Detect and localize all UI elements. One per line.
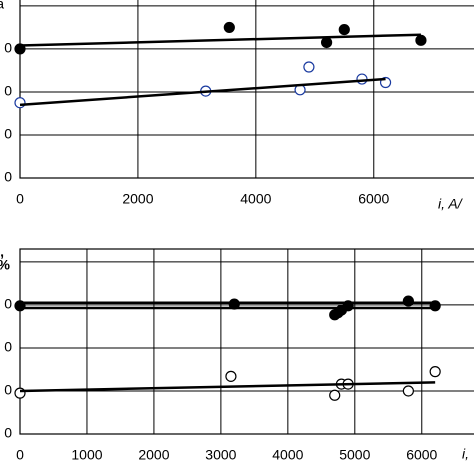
y-tick-label: 0 [4, 126, 12, 142]
x-axis-label: i, A/ [438, 196, 464, 212]
x-tick-label: 3000 [205, 447, 236, 463]
data-point [223, 21, 235, 34]
trend-line [19, 77, 386, 107]
data-point [14, 387, 26, 399]
y-tick-label: 0 [4, 382, 12, 398]
y-axis-label: a [0, 0, 4, 12]
y-tick-label: 0 [4, 83, 12, 99]
x-tick-label: 6000 [358, 191, 389, 207]
x-tick-label: 0 [16, 447, 24, 463]
trend-line [19, 33, 421, 47]
data-point [329, 389, 341, 401]
y-tick-label: 0 [4, 339, 12, 355]
y-tick-label: 0 [4, 296, 12, 312]
data-point [356, 73, 368, 85]
x-tick-label: 6000 [406, 447, 437, 463]
y-tick-label: 0 [4, 40, 12, 56]
y-tick-label: 0 [4, 425, 12, 441]
y-tick-label: 0 [4, 169, 12, 185]
x-tick-label: 4000 [240, 191, 271, 207]
data-point [225, 370, 237, 382]
data-point [303, 61, 315, 73]
data-point [338, 23, 350, 36]
x-tick-label: 4000 [272, 447, 303, 463]
data-point [429, 366, 441, 378]
data-point [415, 34, 427, 46]
data-point [14, 97, 26, 109]
trend-line [19, 381, 436, 393]
x-tick-label: 2000 [138, 447, 169, 463]
data-point [402, 385, 414, 397]
plot-frame [19, 248, 474, 435]
x-tick-label: 1000 [71, 447, 102, 463]
y-axis-label: % [0, 257, 11, 273]
data-point [320, 36, 333, 49]
x-tick-label: 2000 [122, 191, 153, 207]
data-point [402, 295, 414, 307]
y-axis-label: 7, [0, 244, 4, 260]
x-tick-label: 0 [16, 191, 24, 207]
x-axis-label: i, [462, 446, 469, 462]
x-tick-label: 5000 [339, 447, 370, 463]
